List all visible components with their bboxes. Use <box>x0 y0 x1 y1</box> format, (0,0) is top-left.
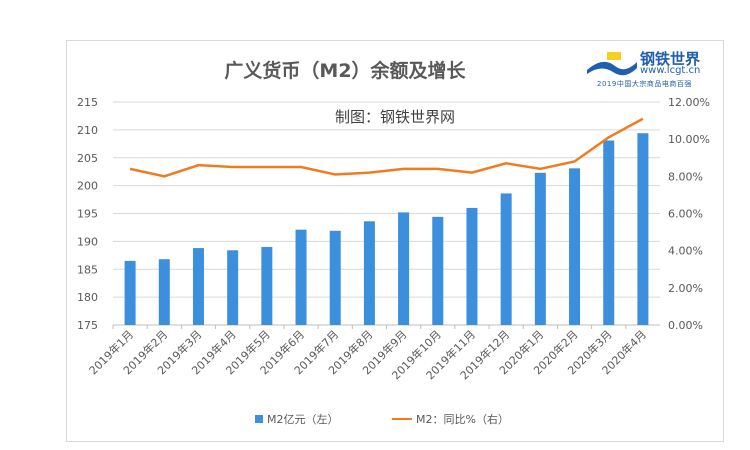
bar <box>261 246 273 325</box>
bar <box>569 168 581 325</box>
y-right-tick-label: 2.00% <box>668 282 703 295</box>
y-left-tick-label: 210 <box>77 124 98 137</box>
legend-line-swatch <box>392 418 412 420</box>
legend-bar-label: M2亿元（左） <box>267 413 339 426</box>
bar <box>227 250 239 325</box>
chart-credit: 制图：钢铁世界网 <box>335 108 456 126</box>
bar <box>192 248 204 325</box>
logo-name: 钢铁世界 <box>640 50 701 68</box>
y-left-tick-label: 215 <box>77 96 98 109</box>
legend-item-bar: M2亿元（左） <box>255 411 339 427</box>
y-left-tick-label: 185 <box>77 263 98 276</box>
bar <box>295 229 307 325</box>
y-left-tick-label: 195 <box>77 208 98 221</box>
y-right-tick-label: 10.00% <box>668 133 710 146</box>
bar <box>500 193 512 325</box>
logo-slogan: 2019中国大宗商品电商百强 <box>597 80 692 88</box>
y-left-tick-label: 205 <box>77 152 98 165</box>
y-left-tick-label: 175 <box>77 319 98 332</box>
y-left-tick-label: 200 <box>77 180 98 193</box>
bar <box>124 260 136 325</box>
legend-item-line: M2：同比%（右） <box>392 411 509 427</box>
y-right-tick-label: 6.00% <box>668 208 703 221</box>
bar <box>158 259 170 325</box>
bar <box>466 207 478 325</box>
chart-title: 广义货币（M2）余额及增长 <box>224 60 466 82</box>
logo: 钢铁世界 www.lcgt.cn 2019中国大宗商品电商百强 <box>585 48 720 92</box>
bar <box>363 221 375 325</box>
logo-url: www.lcgt.cn <box>640 65 701 76</box>
legend-bar-swatch <box>255 415 263 423</box>
y-right-tick-label: 12.00% <box>668 96 710 109</box>
bar <box>329 230 341 325</box>
bar <box>432 216 444 325</box>
logo-wave-icon <box>587 52 637 76</box>
growth-line <box>129 117 644 178</box>
y-left-tick-label: 180 <box>77 291 98 304</box>
y-right-tick-label: 8.00% <box>668 170 703 183</box>
y-left-tick-label: 190 <box>77 235 98 248</box>
y-right-tick-label: 0.00% <box>668 319 703 332</box>
bar <box>603 140 615 325</box>
bar <box>398 212 410 325</box>
bar <box>534 172 546 325</box>
y-right-tick-label: 4.00% <box>668 245 703 258</box>
bar <box>637 133 649 325</box>
legend-line-label: M2：同比%（右） <box>416 413 509 426</box>
